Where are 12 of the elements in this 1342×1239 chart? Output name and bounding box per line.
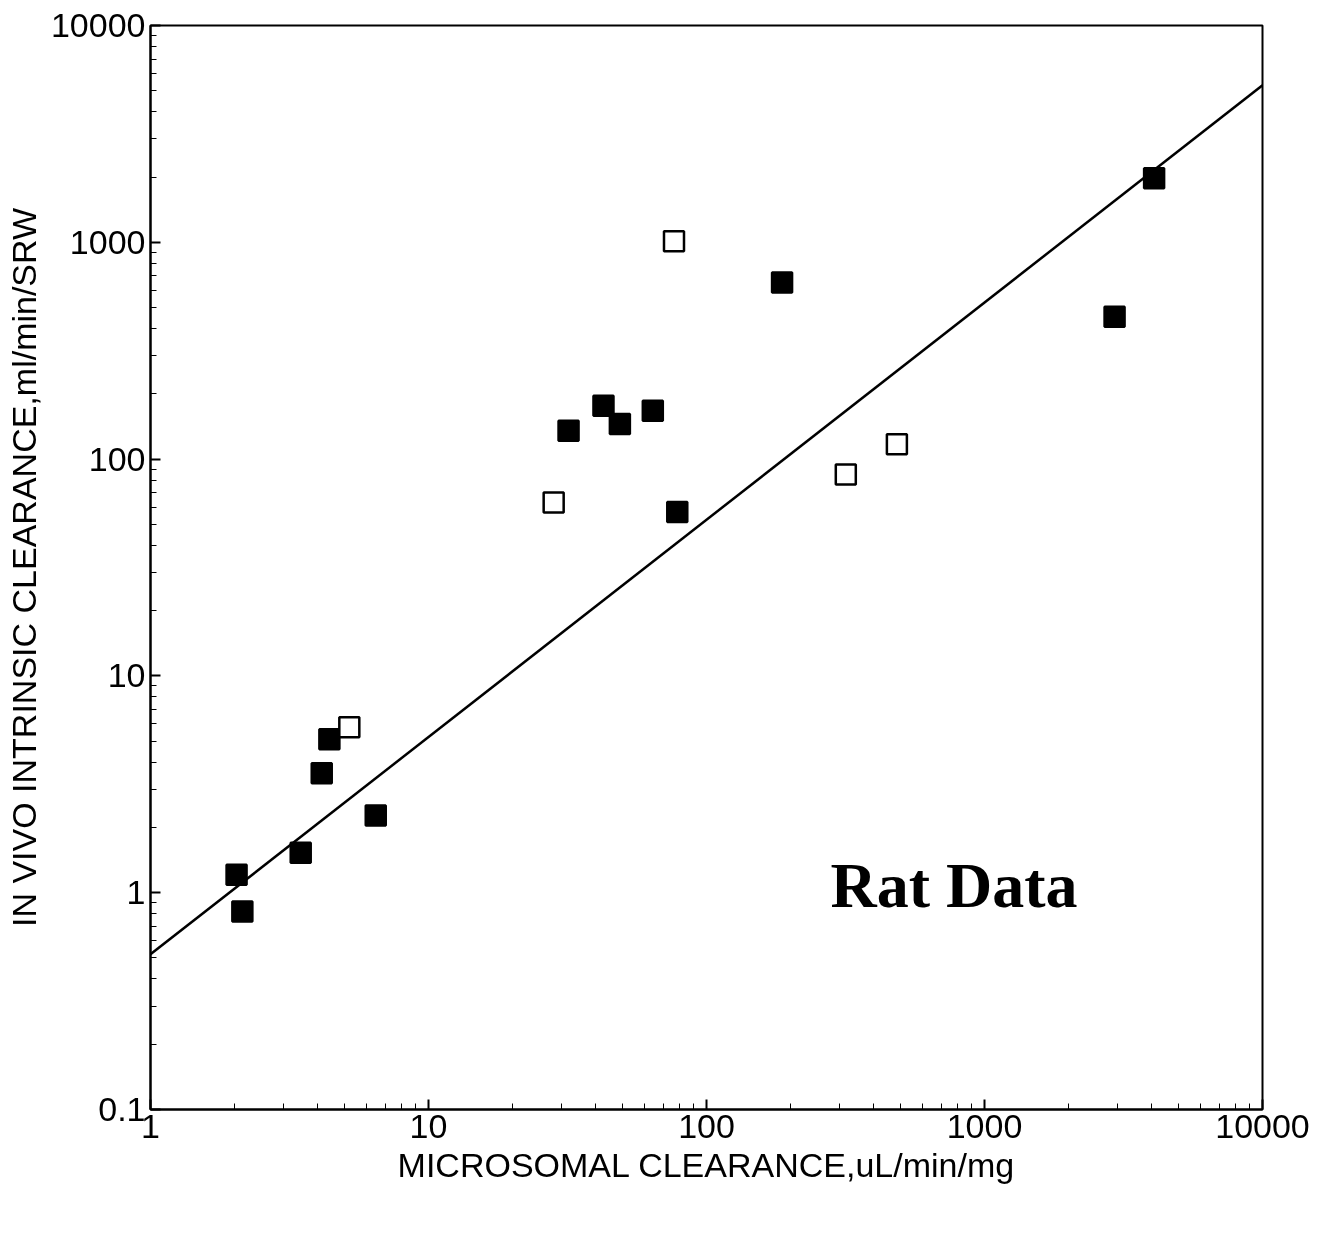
annotation: Rat Data (830, 849, 1078, 921)
x-tick-label: 1000 (946, 1106, 1023, 1145)
x-tick-label: 10000 (1215, 1106, 1310, 1145)
y-tick-label: 1000 (69, 222, 146, 261)
y-tick-label: 10 (107, 656, 146, 695)
x-tick-label: 100 (678, 1106, 735, 1145)
y-tick-label: 10000 (50, 6, 146, 44)
y-tick-label: 1 (126, 873, 146, 912)
y-axis-title: IN VIVO INTRINSIC CLEARANCE,ml/min/SRW (4, 207, 43, 928)
x-tick-label: 10 (409, 1106, 448, 1145)
x-axis-title: MICROSOMAL CLEARANCE,uL/min/mg (397, 1145, 1015, 1184)
y-tick-label: 100 (88, 439, 146, 478)
